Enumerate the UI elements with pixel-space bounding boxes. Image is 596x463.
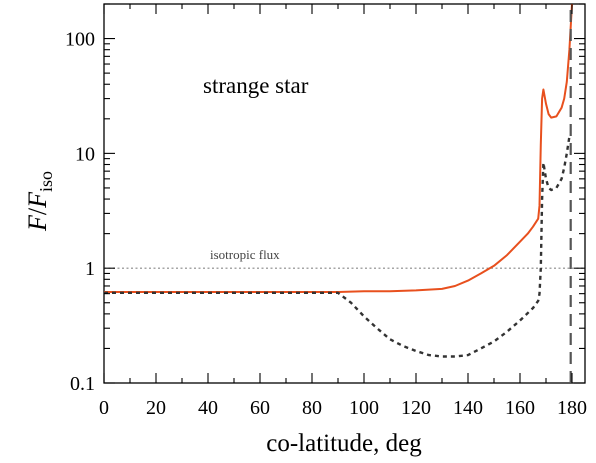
- y-axis-label-numerator: F: [23, 214, 52, 232]
- x-tick-label: 120: [401, 397, 431, 419]
- x-tick-label: 160: [505, 397, 535, 419]
- series-line-dotted: [104, 136, 571, 358]
- y-axis-label-subscript: iso: [36, 171, 56, 192]
- labels: strange star isotropic flux co-latitude,…: [23, 73, 422, 457]
- isotropic-flux-label: isotropic flux: [210, 247, 280, 262]
- x-tick-label: 20: [146, 397, 166, 419]
- y-axis-label: F/Fiso: [23, 171, 56, 232]
- y-tick-label: 10: [75, 143, 95, 165]
- x-tick-label: 60: [250, 397, 270, 419]
- y-tick-label: 1: [85, 258, 95, 280]
- x-tick-label: 100: [349, 397, 379, 419]
- x-axis-ticks: 0 20 40 60 80 100 120 140 160 180: [99, 4, 587, 419]
- x-tick-label: 40: [198, 397, 218, 419]
- x-axis-label: co-latitude, deg: [266, 430, 422, 457]
- x-tick-label: 140: [453, 397, 483, 419]
- annotation-strange-star: strange star: [203, 73, 309, 98]
- series-layer: [104, 3, 573, 383]
- series-line-solid: [104, 3, 573, 293]
- x-tick-label: 0: [99, 397, 109, 419]
- plot-area-border: [103, 3, 586, 384]
- y-axis-ticks: 0.1 1 10 100: [65, 3, 585, 395]
- plot-frame: [103, 3, 586, 384]
- y-tick-label: 0.1: [70, 373, 95, 395]
- x-tick-label: 80: [302, 397, 322, 419]
- x-tick-label: 180: [557, 397, 587, 419]
- y-axis-label-denominator: F: [23, 191, 52, 209]
- y-axis-label-slash: /: [23, 207, 52, 215]
- y-tick-label: 100: [65, 29, 95, 51]
